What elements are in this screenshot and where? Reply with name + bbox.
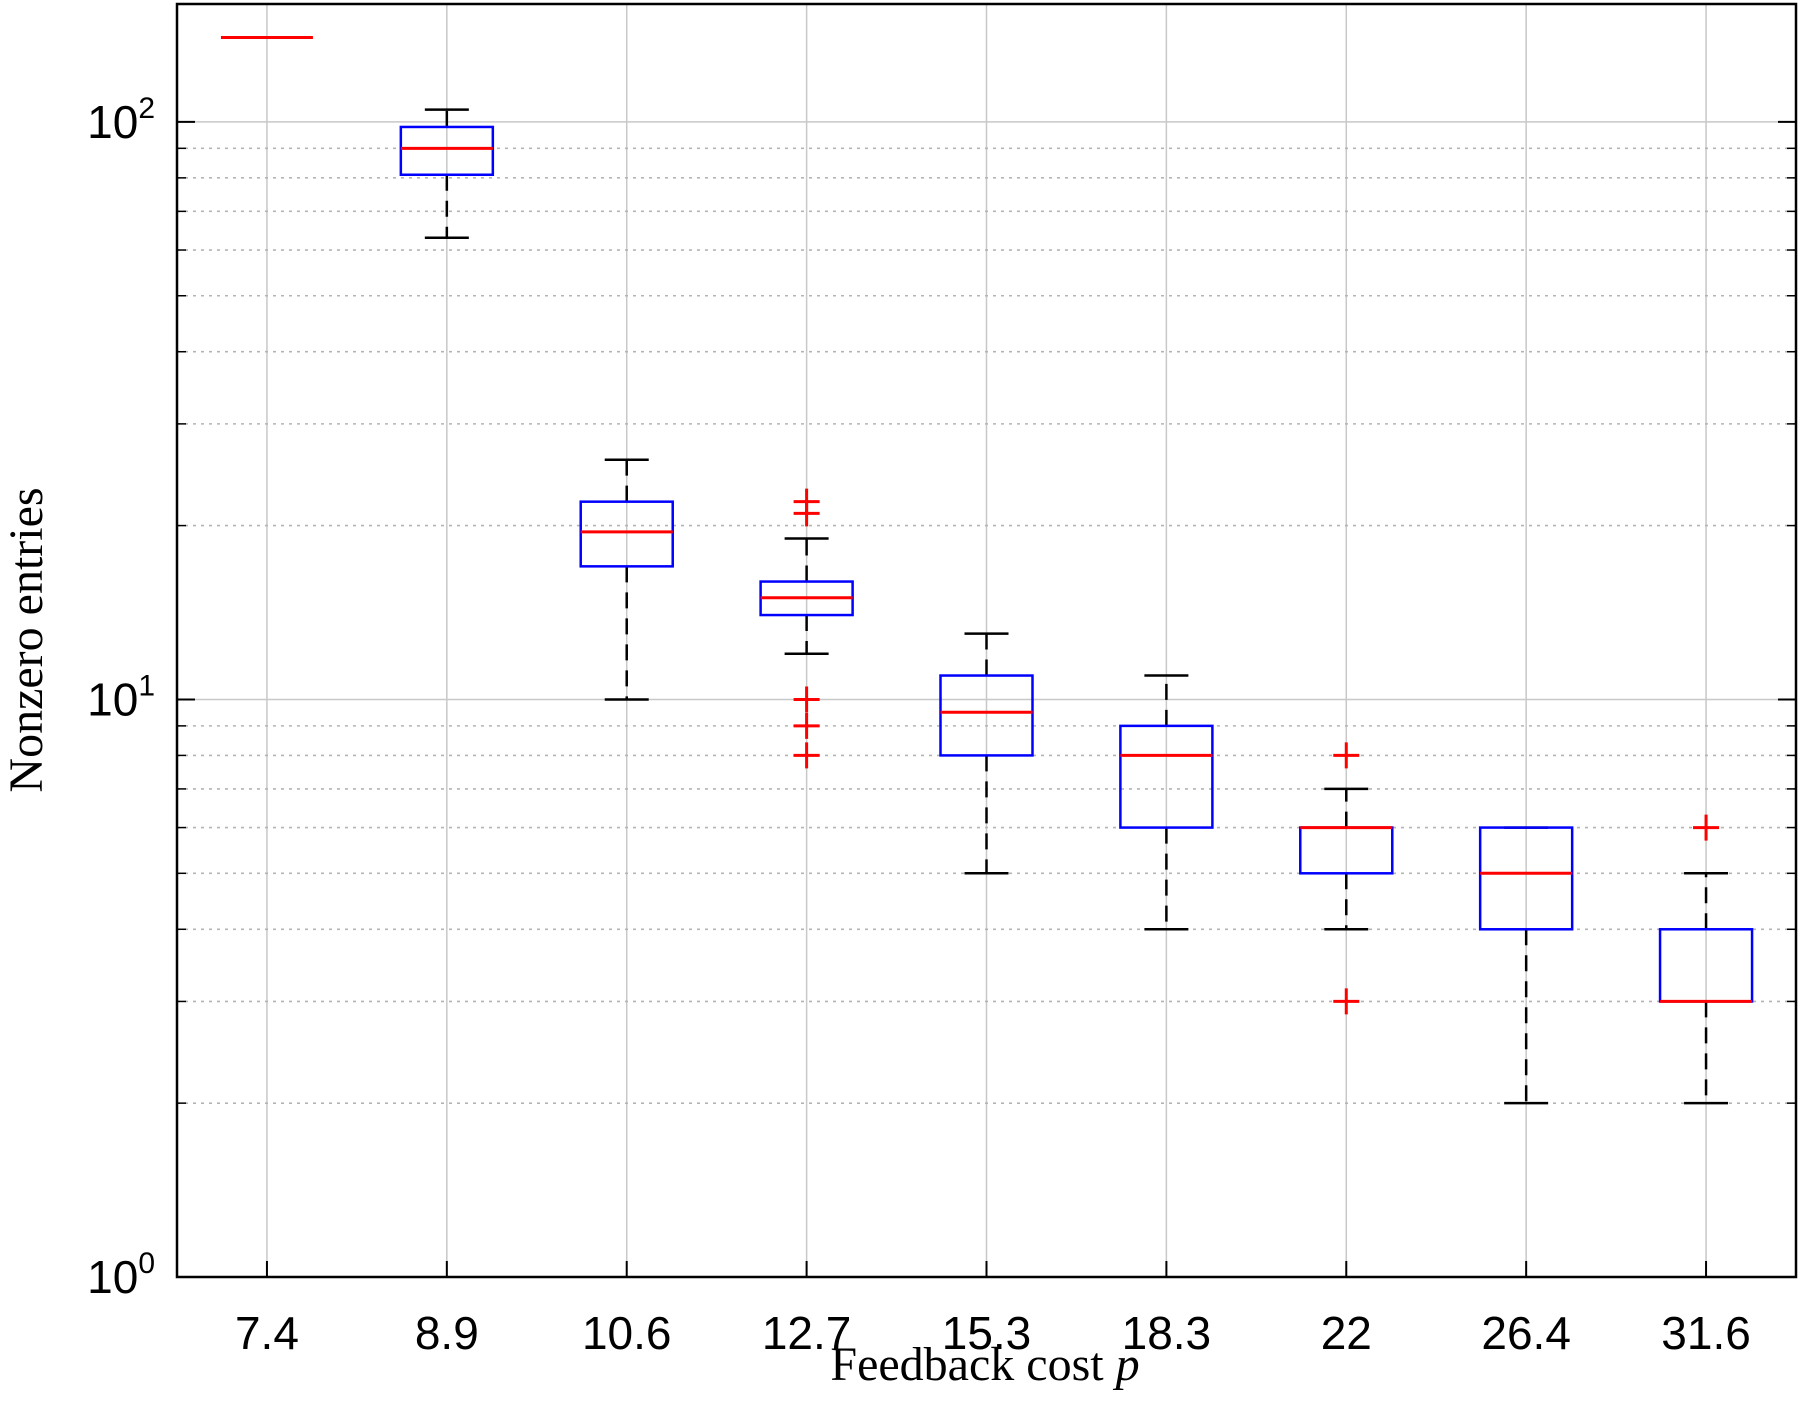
x-tick-label: 15.3 <box>942 1307 1032 1359</box>
y-tick-label: 100 <box>87 1247 155 1303</box>
x-axis-title: Feedback cost p <box>830 1338 1139 1391</box>
outlier-marker <box>1693 814 1720 841</box>
iqr-box <box>579 500 674 568</box>
x-tick-label: 26.4 <box>1481 1307 1571 1359</box>
y-tick-label: 102 <box>87 92 155 148</box>
outlier-marker <box>793 686 820 713</box>
box-group <box>939 632 1034 875</box>
iqr-box <box>399 125 495 176</box>
x-tick-label: 8.9 <box>415 1307 479 1359</box>
iqr-box <box>1478 826 1574 931</box>
x-tick-label: 22 <box>1321 1307 1372 1359</box>
x-axis-title-symbol: p <box>1113 1338 1140 1391</box>
iqr-box <box>1119 724 1214 829</box>
plot-marks <box>220 35 1754 1105</box>
x-tick-label: 18.3 <box>1122 1307 1212 1359</box>
axis-ticks <box>177 120 1796 1278</box>
box-group <box>1119 674 1214 931</box>
outlier-marker <box>1333 742 1360 769</box>
iqr-box <box>939 674 1034 757</box>
box-group <box>399 108 495 240</box>
x-tick-label: 10.6 <box>582 1307 672 1359</box>
box-group <box>1658 814 1754 1105</box>
x-tick-label: 12.7 <box>762 1307 852 1359</box>
outlier-marker <box>793 488 820 515</box>
outlier-marker <box>793 712 820 739</box>
box-group <box>1299 742 1394 1015</box>
box-group <box>759 488 854 769</box>
x-tick-label: 31.6 <box>1661 1307 1751 1359</box>
x-tick-label: 7.4 <box>235 1307 299 1359</box>
y-tick-label: 101 <box>87 669 155 725</box>
tick-labels: 100 101 102 7.4 8.9 10.6 12.7 15.3 18.3 22 26.4 31.… <box>87 92 1751 1359</box>
y-axis-title: Nonzero entries <box>0 487 53 792</box>
box-group <box>579 458 674 701</box>
x-axis-title-text: Feedback cost <box>830 1338 1104 1391</box>
outlier-marker <box>1333 988 1360 1015</box>
outlier-marker <box>793 742 820 769</box>
box-group <box>1478 826 1574 1105</box>
